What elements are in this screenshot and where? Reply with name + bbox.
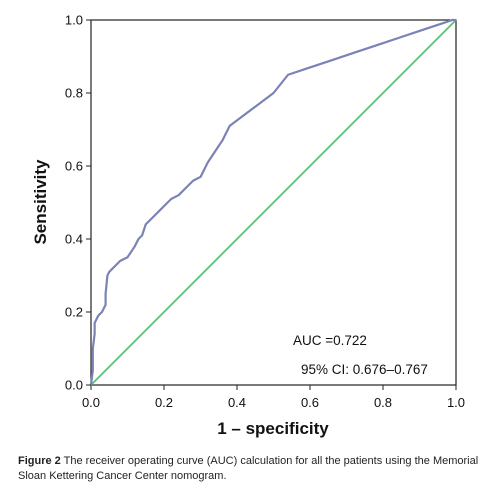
x-tick-label: 0.8	[374, 395, 392, 410]
figure-caption-text: The receiver operating curve (AUC) calcu…	[18, 455, 479, 482]
plot-frame	[90, 19, 457, 386]
y-tick-label: 1.0	[65, 13, 83, 28]
y-tick-label: 0.6	[65, 159, 83, 174]
figure-caption: Figure 2 The receiver operating curve (A…	[18, 454, 486, 484]
ci-annotation: 95% CI: 0.676–0.767	[301, 362, 428, 377]
figure-label: Figure 2	[18, 455, 61, 467]
x-tick-label: 0.2	[155, 395, 173, 410]
roc-chart: 0.0 0.2 0.4 0.6 0.8 1.0 0.0 0.2 0.4 0.6 0.8 1.0 1 …	[31, 13, 465, 439]
y-tick-label: 0.4	[65, 232, 83, 247]
x-axis: 0.0 0.2 0.4 0.6 0.8 1.0	[82, 385, 465, 410]
x-tick-label: 1.0	[447, 395, 465, 410]
x-tick-label: 0.4	[228, 395, 246, 410]
y-tick-label: 0.0	[65, 378, 83, 393]
y-tick-label: 0.8	[65, 86, 83, 101]
x-axis-title: 1 – specificity	[217, 419, 329, 438]
y-axis: 0.0 0.2 0.4 0.6 0.8 1.0	[65, 13, 91, 393]
x-tick-label: 0.6	[301, 395, 319, 410]
x-tick-label: 0.0	[82, 395, 100, 410]
y-tick-label: 0.2	[65, 305, 83, 320]
plot-area	[89, 18, 457, 386]
auc-annotation: AUC =0.722	[293, 333, 367, 348]
y-axis-title: Sensitivity	[31, 159, 50, 245]
reference-diagonal-line	[90, 19, 457, 386]
roc-curve-line	[89, 18, 456, 386]
